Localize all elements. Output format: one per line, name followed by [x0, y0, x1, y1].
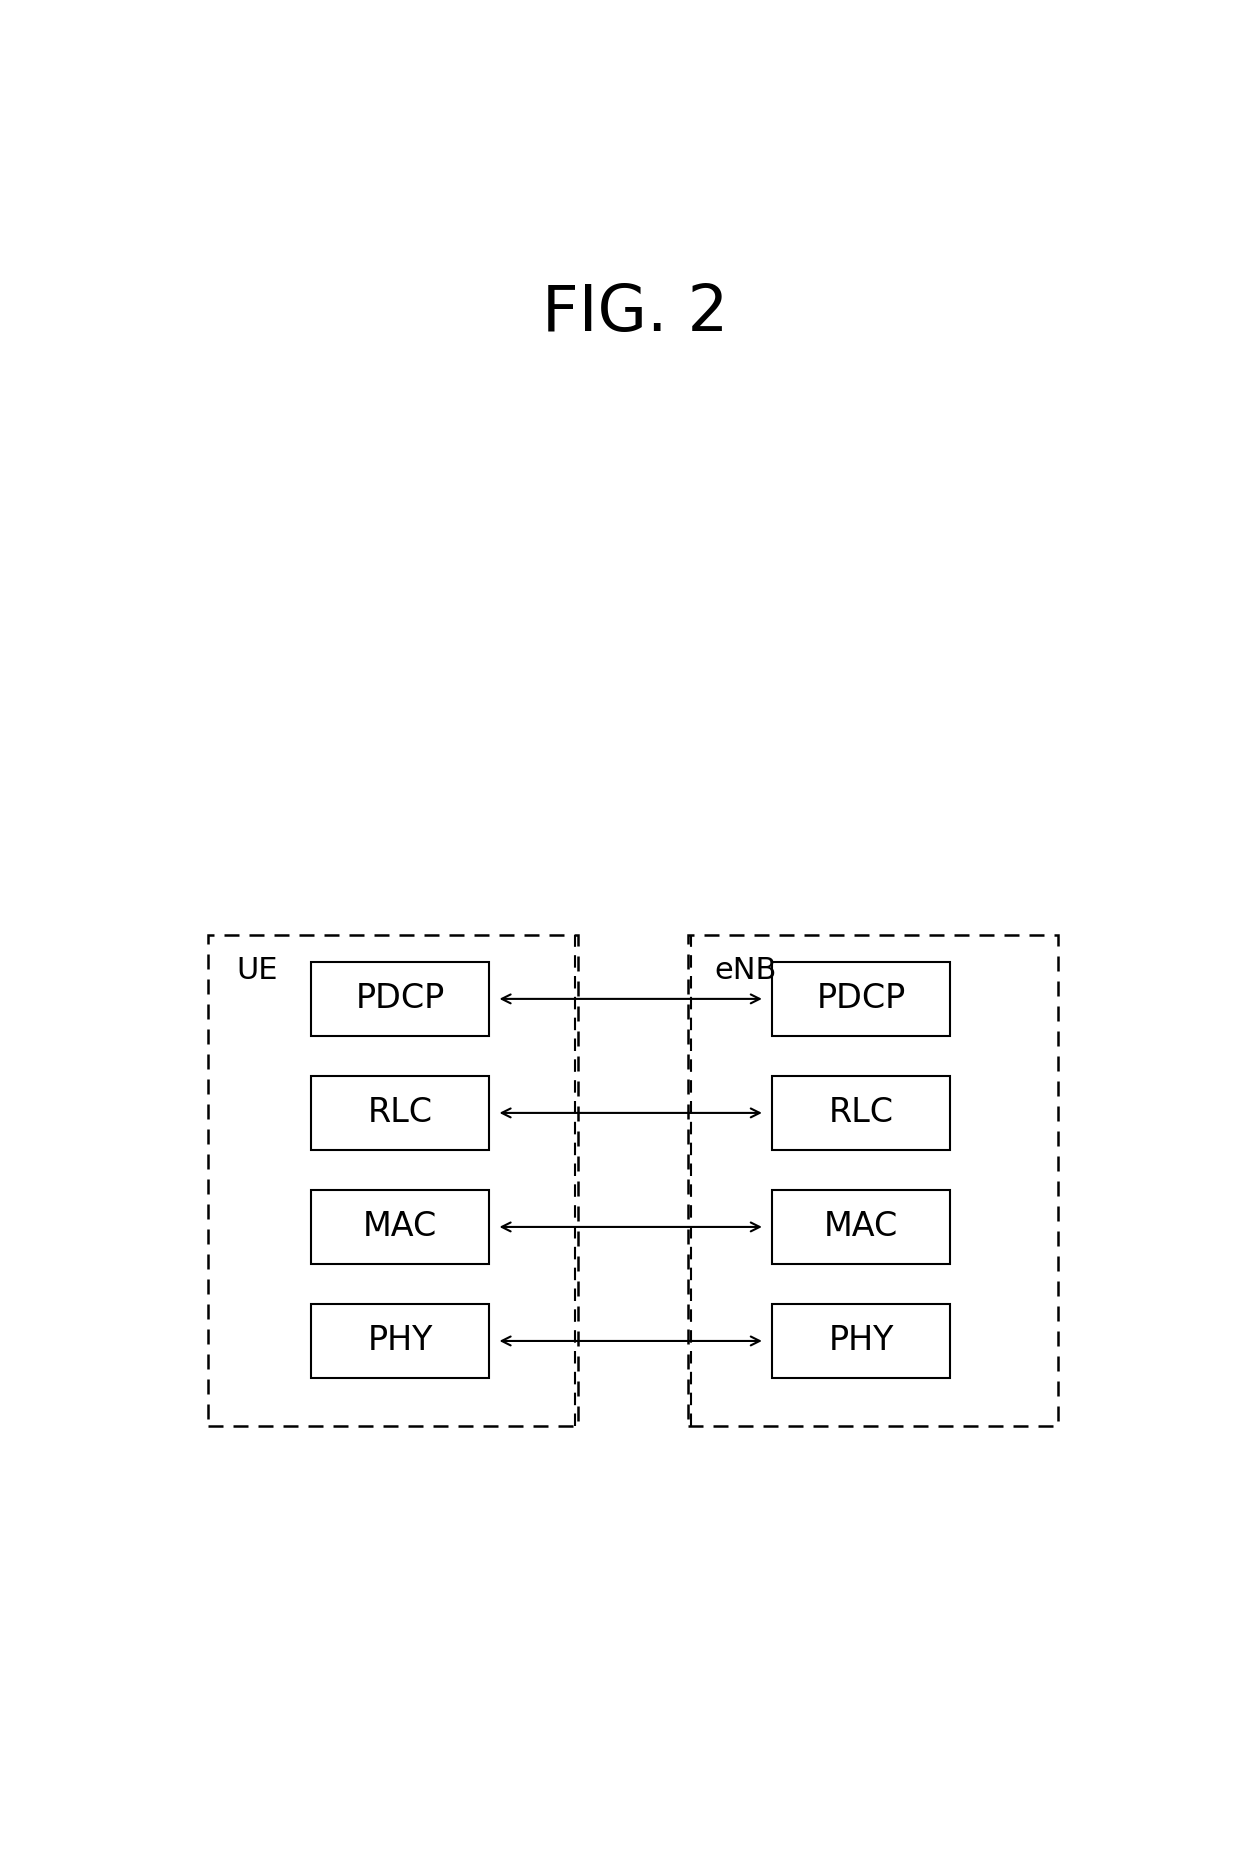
Text: MAC: MAC	[363, 1211, 438, 1244]
Bar	[311, 1075, 489, 1149]
Bar	[311, 963, 489, 1037]
Text: UE: UE	[237, 957, 278, 985]
Text: FIG. 2: FIG. 2	[542, 281, 729, 344]
Text: MAC: MAC	[825, 1211, 899, 1244]
Bar	[311, 1303, 489, 1377]
Text: PHY: PHY	[367, 1325, 433, 1357]
Bar	[773, 1303, 950, 1377]
Text: eNB: eNB	[714, 957, 776, 985]
Bar	[773, 1190, 950, 1264]
Text: PDCP: PDCP	[817, 983, 906, 1016]
Bar	[773, 963, 950, 1037]
Text: PHY: PHY	[828, 1325, 894, 1357]
Bar	[311, 1190, 489, 1264]
Text: RLC: RLC	[367, 1096, 433, 1129]
Bar	[688, 935, 1059, 1427]
Bar	[773, 1075, 950, 1149]
Bar	[208, 935, 578, 1427]
Text: RLC: RLC	[828, 1096, 894, 1129]
Text: PDCP: PDCP	[356, 983, 445, 1016]
